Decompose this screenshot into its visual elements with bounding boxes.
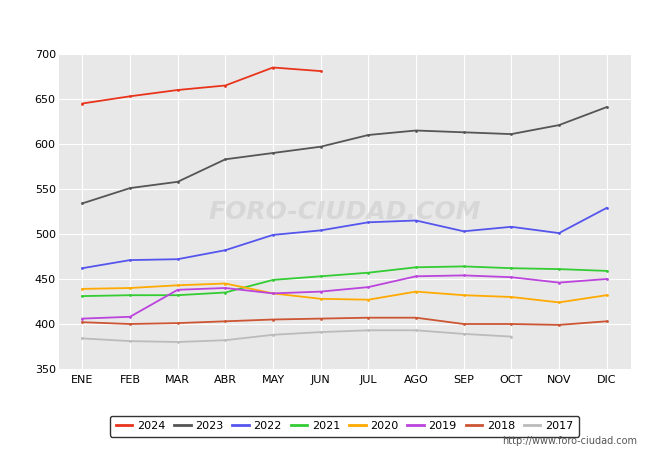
Text: http://www.foro-ciudad.com: http://www.foro-ciudad.com [502,436,637,446]
Legend: 2024, 2023, 2022, 2021, 2020, 2019, 2018, 2017: 2024, 2023, 2022, 2021, 2020, 2019, 2018… [111,415,578,436]
Text: Afiliados en Pont de Molins a 31/5/2024: Afiliados en Pont de Molins a 31/5/2024 [161,11,489,29]
Text: FORO-CIUDAD.COM: FORO-CIUDAD.COM [208,199,481,224]
